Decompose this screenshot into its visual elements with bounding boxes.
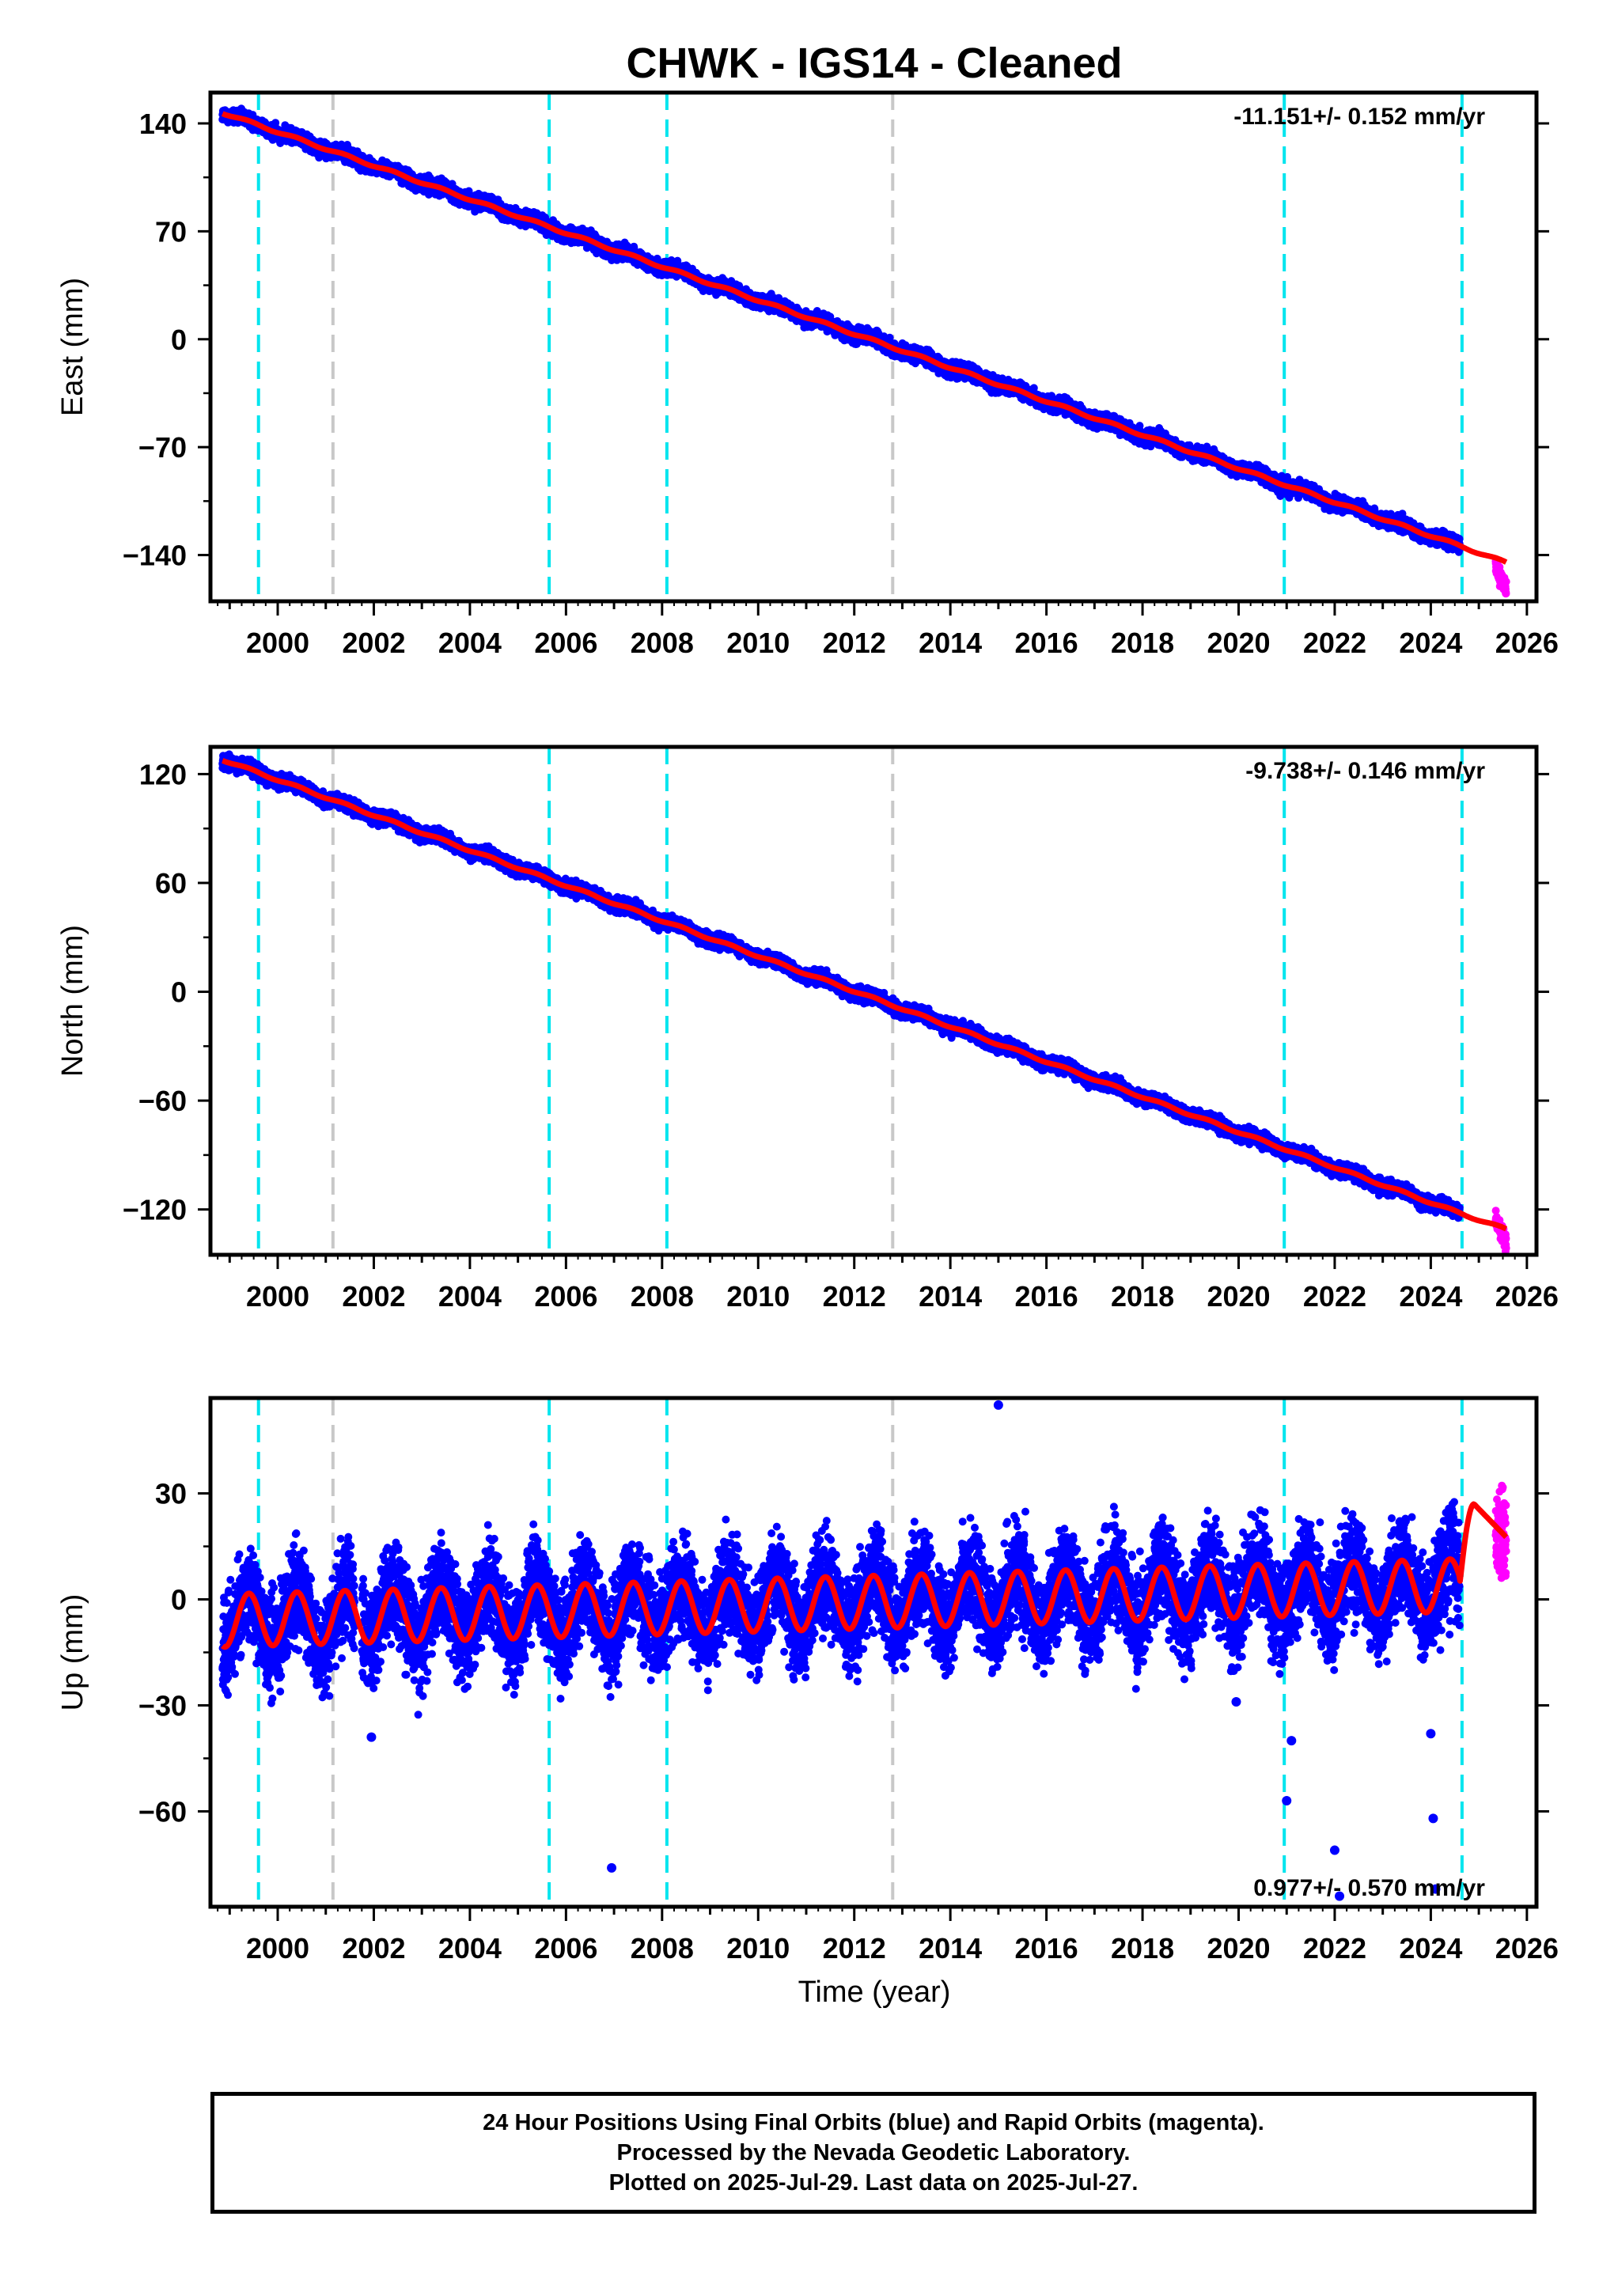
north-x-tick-label-9: 2018 xyxy=(1111,1280,1174,1313)
east-y-tick-label-0: 140 xyxy=(139,108,187,140)
up-x-tick-label-9: 2018 xyxy=(1111,1932,1174,1964)
footer-line-2: Processed by the Nevada Geodetic Laborat… xyxy=(616,2140,1131,2165)
east-x-tick-label-9: 2018 xyxy=(1111,627,1174,659)
up-outlier-0 xyxy=(993,1400,1003,1410)
up-x-tick-label-12: 2024 xyxy=(1399,1932,1462,1964)
up-x-tick-label-5: 2010 xyxy=(726,1932,790,1964)
footer-line-1: 24 Hour Positions Using Final Orbits (bl… xyxy=(483,2110,1264,2135)
up-x-tick-label-1: 2002 xyxy=(342,1932,405,1964)
up-outlier-1 xyxy=(607,1862,617,1873)
up-outlier-3 xyxy=(1286,1736,1297,1746)
up-outlier-6 xyxy=(1426,1729,1436,1739)
east-frame xyxy=(208,90,1539,604)
north-frame xyxy=(208,744,1539,1257)
up-y-axis-label: Up (mm) xyxy=(56,1594,89,1711)
north-x-tick-label-4: 2008 xyxy=(631,1280,694,1313)
north-y-tick-label-2: 0 xyxy=(171,976,187,1009)
up-rate-label: 0.977+/- 0.570 mm/yr xyxy=(1253,1875,1485,1901)
up-outlier-4 xyxy=(1329,1845,1339,1855)
footer-line-3: Plotted on 2025-Jul-29. Last data on 202… xyxy=(608,2170,1139,2196)
east-x-tick-label-8: 2016 xyxy=(1015,627,1078,659)
up-outlier-10 xyxy=(1231,1697,1241,1707)
east-x-tick-label-13: 2026 xyxy=(1495,627,1559,659)
up-x-tick-label-4: 2008 xyxy=(631,1932,694,1964)
east-x-tick-label-4: 2008 xyxy=(631,627,694,659)
north-x-tick-label-13: 2026 xyxy=(1495,1280,1559,1313)
up-outlier-8 xyxy=(1430,1884,1441,1894)
north-x-tick-label-3: 2006 xyxy=(534,1280,597,1313)
north-x-tick-label-0: 2000 xyxy=(246,1280,309,1313)
panel-east: 140 70 0 −70 −140 East (mm) 2000 2002 2004 2006 20… xyxy=(56,90,1559,659)
east-x-tick-label-6: 2012 xyxy=(823,627,886,659)
footer-caption-box: 24 Hour Positions Using Final Orbits (bl… xyxy=(210,2092,1536,2214)
up-x-tick-label-10: 2020 xyxy=(1207,1932,1270,1964)
east-plot-area xyxy=(218,93,1510,601)
east-x-tick-label-10: 2020 xyxy=(1207,627,1270,659)
up-y-tick-label-3: −60 xyxy=(138,1795,187,1828)
up-x-tick-label-13: 2026 xyxy=(1495,1932,1559,1964)
panel-north: 120 60 0 −60 −120 North (mm) 2000 2002 2004 2006 2… xyxy=(56,744,1559,1313)
north-x-tick-label-5: 2010 xyxy=(726,1280,790,1313)
east-x-tick-label-12: 2024 xyxy=(1399,627,1462,659)
up-outlier-7 xyxy=(1428,1813,1438,1824)
up-x-tick-label-11: 2022 xyxy=(1303,1932,1366,1964)
up-x-tick-label-0: 2000 xyxy=(246,1932,309,1964)
north-x-tick-label-11: 2022 xyxy=(1303,1280,1366,1313)
east-y-tick-label-2: 0 xyxy=(171,324,187,356)
north-model-curve xyxy=(220,758,1508,1232)
east-x-tick-label-2: 2004 xyxy=(438,627,502,659)
up-x-tick-label-3: 2006 xyxy=(534,1932,597,1964)
north-x-tick-label-12: 2024 xyxy=(1399,1280,1462,1313)
east-rapid-orbit-points xyxy=(1491,556,1510,598)
north-x-tick-label-7: 2014 xyxy=(919,1280,982,1313)
east-y-tick-label-1: 70 xyxy=(155,215,187,248)
up-plot-area xyxy=(218,1398,1510,1907)
x-axis-label: Time (year) xyxy=(798,1976,951,2009)
up-x-tick-label-6: 2012 xyxy=(823,1932,886,1964)
north-y-tick-label-3: −60 xyxy=(138,1085,187,1117)
up-outlier-5 xyxy=(1335,1891,1345,1901)
north-x-tick-label-6: 2012 xyxy=(823,1280,886,1313)
panel-up: 30 0 −30 −60 Up (mm) 2000 2002 2004 2006 2008 2010… xyxy=(56,1396,1559,1964)
north-rapid-orbit-points xyxy=(1491,1207,1510,1255)
north-x-tick-label-2: 2004 xyxy=(438,1280,502,1313)
up-model-curve xyxy=(220,1501,1509,1650)
east-y-tick-label-3: −70 xyxy=(138,431,187,464)
east-y-tick-label-4: −140 xyxy=(123,540,187,572)
east-rate-label: -11.151+/- 0.152 mm/yr xyxy=(1233,104,1485,130)
up-y-tick-label-1: 0 xyxy=(171,1584,187,1616)
up-x-tick-label-2: 2004 xyxy=(438,1932,502,1964)
east-x-tick-label-0: 2000 xyxy=(246,627,309,659)
east-x-tick-label-11: 2022 xyxy=(1303,627,1366,659)
chart-title: CHWK - IGS14 - Cleaned xyxy=(626,40,1122,87)
up-x-tick-label-7: 2014 xyxy=(919,1932,982,1964)
north-x-tick-label-8: 2016 xyxy=(1015,1280,1078,1313)
north-y-tick-label-0: 120 xyxy=(139,758,187,790)
east-x-tick-label-5: 2010 xyxy=(726,627,790,659)
east-model-curve xyxy=(220,111,1508,565)
up-y-tick-label-2: −30 xyxy=(138,1689,187,1722)
north-y-tick-label-1: 60 xyxy=(155,867,187,900)
up-x-tick-label-8: 2016 xyxy=(1015,1932,1078,1964)
north-y-axis-label: North (mm) xyxy=(56,925,89,1077)
north-x-tick-label-1: 2002 xyxy=(342,1280,405,1313)
north-x-tick-label-10: 2020 xyxy=(1207,1280,1270,1313)
up-outlier-2 xyxy=(1282,1796,1292,1806)
north-rate-label: -9.738+/- 0.146 mm/yr xyxy=(1245,758,1485,784)
north-plot-area xyxy=(218,747,1510,1255)
east-x-tick-label-1: 2002 xyxy=(342,627,405,659)
up-y-tick-label-0: 30 xyxy=(155,1478,187,1510)
east-x-tick-label-7: 2014 xyxy=(919,627,982,659)
up-outlier-9 xyxy=(366,1732,377,1742)
east-x-tick-label-3: 2006 xyxy=(534,627,597,659)
north-y-tick-label-4: −120 xyxy=(123,1194,187,1226)
east-y-axis-label: East (mm) xyxy=(56,278,89,416)
